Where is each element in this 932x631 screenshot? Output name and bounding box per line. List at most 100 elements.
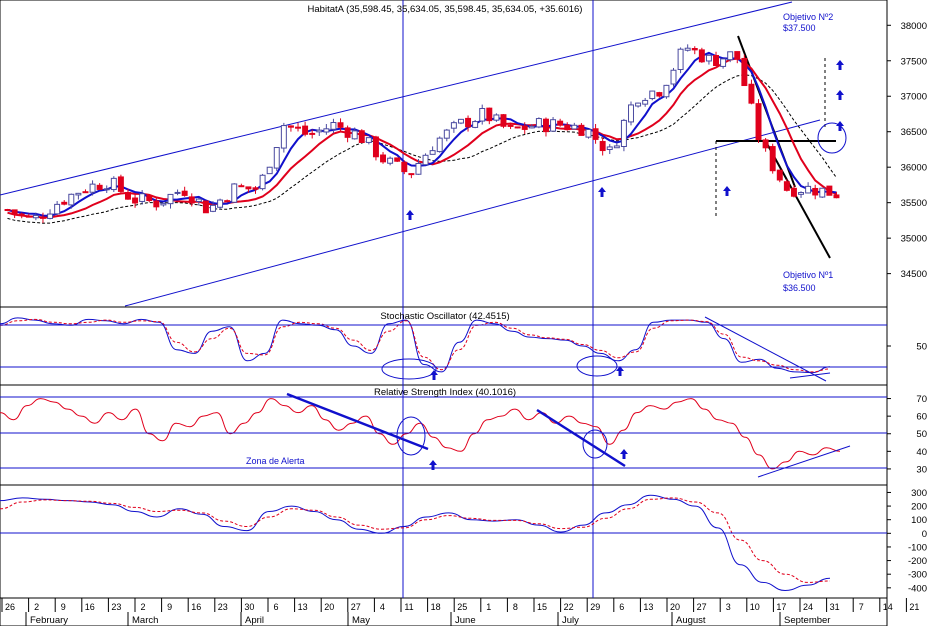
candle-body (628, 104, 634, 123)
buy-arrow-icon (836, 121, 844, 131)
candle-body (833, 194, 840, 199)
candle-body (826, 185, 833, 196)
x-tick-label: 2 (34, 602, 39, 612)
x-tick-label: 21 (909, 602, 919, 612)
candle-body (663, 84, 670, 98)
x-tick-label: 23 (218, 602, 228, 612)
candle-body (670, 69, 677, 85)
candle-body (734, 51, 741, 60)
channel-lower-line (124, 119, 821, 307)
candle-body (762, 139, 769, 149)
candle-body (613, 145, 620, 149)
rsi-panel-title: Relative Strength Index (40.1016) (374, 387, 516, 398)
candle-body (755, 103, 762, 141)
x-tick-label: 27 (697, 602, 707, 612)
candle-body (330, 122, 337, 130)
candle-body (720, 58, 727, 67)
candle-body (110, 177, 117, 191)
stoch-support-line (789, 372, 831, 379)
candle-body (741, 57, 748, 87)
buy-arrow-icon (598, 187, 606, 197)
candle-body (323, 128, 330, 133)
candle-body (139, 193, 146, 202)
candle-body (75, 192, 82, 196)
candle-body (231, 183, 238, 203)
candle-body (245, 186, 252, 190)
y-tick-label: 36500 (901, 127, 927, 138)
candle-body (11, 209, 18, 215)
rsi-trendline-july (536, 408, 626, 468)
x-axis-ticks: 26 2 9 16 23 2 9 16 23 30 6 13 20 27 4 11 18 25 1 8 15 22 29 6 1… (1, 598, 919, 626)
y-tick-label: 200 (911, 502, 927, 513)
stochastic-panel-title: Stochastic Oscillator (42.4515) (380, 311, 509, 322)
rsi-circle-july (582, 429, 608, 459)
candle-body (160, 202, 167, 206)
x-tick-label: 22 (564, 602, 574, 612)
candle-body (422, 154, 429, 166)
rsi-support-line (757, 445, 851, 478)
x-tick-label: 4 (380, 602, 385, 612)
candle-body (727, 51, 734, 61)
candle-body (365, 137, 372, 143)
x-tick-label: 11 (404, 602, 413, 612)
rsi-series-0 (0, 398, 841, 470)
candle-body (443, 129, 450, 139)
candle-body (656, 92, 663, 97)
candle-body (635, 102, 642, 107)
candle-body (68, 193, 75, 206)
candle-body (677, 48, 684, 71)
candle-body (401, 161, 408, 173)
target-circle (817, 122, 847, 154)
candle-body (493, 114, 500, 121)
oscillator-panel-frame (0, 484, 888, 599)
rsi-panel-frame (0, 384, 888, 486)
y-tick-label: 50 (916, 429, 927, 440)
candle-body (82, 191, 89, 194)
candle-body (649, 90, 656, 100)
y-tick-label: 300 (911, 488, 927, 499)
x-tick-label: 10 (750, 602, 760, 612)
y-tick-label: -100 (908, 542, 927, 553)
x-tick-label: 15 (537, 602, 547, 612)
x-tick-label: 7 (859, 602, 864, 612)
y-tick-label: 50 (916, 342, 927, 353)
candle-body (606, 146, 613, 150)
candle-body (103, 188, 110, 191)
x-tick-label: 14 (883, 602, 893, 612)
month-label: June (455, 615, 476, 626)
y-tick-label: -200 (908, 556, 927, 567)
y-tick-label: -300 (908, 570, 927, 581)
buy-arrow-icon (836, 60, 844, 70)
x-tick-label: 16 (85, 602, 95, 612)
stoch-series-0 (0, 317, 831, 374)
candle-body (287, 125, 294, 128)
candle-body (259, 174, 266, 190)
ma-dashed-black (7, 74, 837, 224)
month-label: July (562, 615, 579, 626)
candle-body (153, 200, 160, 208)
candle-body (713, 54, 719, 66)
rsi-lines (0, 398, 841, 470)
y-tick-label: -400 (908, 583, 927, 594)
candle-body (188, 196, 195, 204)
candle-body (344, 127, 351, 138)
buy-arrow-icon (723, 186, 731, 196)
x-tick-label: 3 (726, 602, 731, 612)
candle-body (238, 185, 245, 188)
oscillator-lines (0, 494, 831, 592)
candle-body (117, 176, 124, 192)
candle-body (266, 166, 273, 175)
candle-body (224, 200, 231, 203)
candle-body (61, 201, 68, 205)
objetivo-2-price: $37.500 (783, 23, 816, 33)
candle-body (337, 122, 344, 128)
price-panel-title: HabitatA (35,598.45, 35,634.05, 35,598.4… (308, 4, 583, 15)
candle-body (769, 146, 776, 172)
candle-body (47, 213, 54, 219)
candle-body (273, 147, 280, 169)
candle-body (819, 187, 826, 198)
x-tick-label: 6 (619, 602, 624, 612)
candle-body (514, 126, 521, 129)
month-label: August (676, 615, 706, 626)
candle-body (167, 193, 174, 205)
